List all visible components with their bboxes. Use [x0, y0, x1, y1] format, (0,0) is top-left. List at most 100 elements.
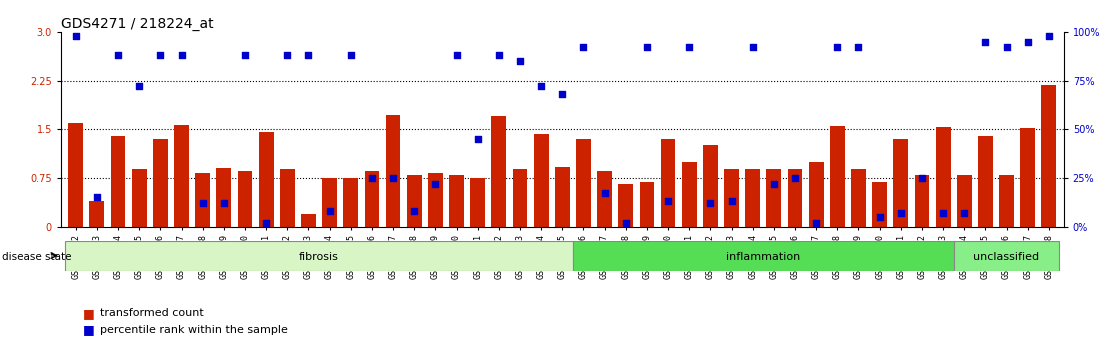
- Bar: [407, 175, 422, 227]
- Bar: [788, 170, 802, 227]
- Bar: [132, 170, 146, 227]
- Bar: [280, 170, 295, 227]
- Point: [596, 190, 614, 196]
- Point: [194, 200, 212, 206]
- Bar: [639, 182, 655, 227]
- Bar: [999, 175, 1014, 227]
- Point: [638, 45, 656, 50]
- Point: [701, 200, 719, 206]
- Bar: [573, 241, 954, 271]
- Bar: [914, 175, 930, 227]
- Text: disease state: disease state: [2, 252, 72, 262]
- Bar: [343, 178, 358, 227]
- Point: [871, 214, 889, 219]
- Point: [320, 208, 338, 214]
- Bar: [725, 170, 739, 227]
- Point: [532, 84, 550, 89]
- Point: [342, 52, 360, 58]
- Point: [765, 181, 782, 187]
- Bar: [978, 136, 993, 227]
- Point: [553, 91, 572, 97]
- Bar: [767, 170, 781, 227]
- Bar: [830, 126, 844, 227]
- Point: [427, 181, 444, 187]
- Point: [955, 210, 973, 216]
- Bar: [1042, 85, 1056, 227]
- Point: [236, 52, 254, 58]
- Text: ■: ■: [83, 307, 95, 320]
- Point: [934, 210, 952, 216]
- Bar: [153, 139, 167, 227]
- Point: [743, 45, 761, 50]
- Point: [808, 220, 825, 225]
- Point: [976, 39, 994, 45]
- Bar: [555, 167, 570, 227]
- Point: [659, 198, 677, 204]
- Point: [1019, 39, 1037, 45]
- Text: fibrosis: fibrosis: [299, 252, 339, 262]
- Point: [829, 45, 847, 50]
- Point: [680, 45, 698, 50]
- Bar: [597, 171, 612, 227]
- Bar: [935, 127, 951, 227]
- Bar: [386, 115, 400, 227]
- Bar: [893, 139, 909, 227]
- Bar: [174, 125, 189, 227]
- Point: [88, 195, 105, 200]
- Bar: [957, 175, 972, 227]
- Point: [66, 33, 84, 39]
- Point: [131, 84, 148, 89]
- Text: ■: ■: [83, 324, 95, 336]
- Bar: [872, 182, 888, 227]
- Point: [173, 52, 191, 58]
- Bar: [449, 175, 464, 227]
- Bar: [237, 171, 253, 227]
- Bar: [69, 123, 83, 227]
- Bar: [681, 162, 697, 227]
- Point: [617, 220, 635, 225]
- Bar: [746, 170, 760, 227]
- Text: percentile rank within the sample: percentile rank within the sample: [100, 325, 288, 335]
- Bar: [365, 171, 379, 227]
- Bar: [660, 139, 676, 227]
- Point: [722, 198, 740, 204]
- Point: [363, 175, 381, 181]
- Point: [892, 210, 910, 216]
- Point: [850, 45, 868, 50]
- Text: unclassified: unclassified: [974, 252, 1039, 262]
- Point: [278, 52, 296, 58]
- Bar: [513, 170, 527, 227]
- Point: [406, 208, 423, 214]
- Text: GDS4271 / 218224_at: GDS4271 / 218224_at: [61, 17, 214, 31]
- Text: inflammation: inflammation: [726, 252, 800, 262]
- Bar: [216, 168, 232, 227]
- Bar: [618, 184, 633, 227]
- Bar: [492, 116, 506, 227]
- Bar: [301, 213, 316, 227]
- Bar: [90, 201, 104, 227]
- Point: [448, 52, 465, 58]
- Point: [469, 136, 486, 142]
- Bar: [195, 173, 211, 227]
- Point: [257, 220, 275, 225]
- Bar: [1020, 128, 1035, 227]
- Bar: [809, 162, 823, 227]
- Bar: [322, 178, 337, 227]
- Bar: [111, 136, 125, 227]
- Bar: [954, 241, 1059, 271]
- Point: [575, 45, 593, 50]
- Point: [511, 58, 529, 64]
- Bar: [259, 132, 274, 227]
- Point: [299, 52, 317, 58]
- Point: [110, 52, 127, 58]
- Text: transformed count: transformed count: [100, 308, 204, 318]
- Point: [215, 200, 233, 206]
- Bar: [576, 139, 591, 227]
- Point: [384, 175, 402, 181]
- Point: [490, 52, 507, 58]
- Bar: [534, 135, 548, 227]
- Bar: [702, 145, 718, 227]
- Bar: [65, 241, 573, 271]
- Bar: [851, 170, 865, 227]
- Point: [913, 175, 931, 181]
